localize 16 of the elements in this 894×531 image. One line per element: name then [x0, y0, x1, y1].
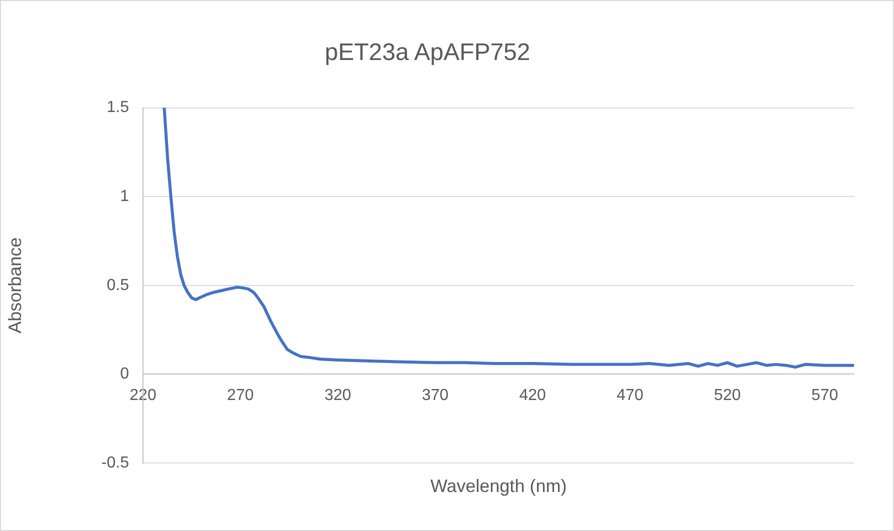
x-axis-title: Wavelength (nm): [430, 476, 567, 496]
y-axis-title: Absorbance: [4, 237, 25, 334]
x-tick-label: 320: [324, 387, 352, 404]
y-tick-label: 0.5: [106, 276, 130, 294]
y-tick-label: 0: [120, 366, 130, 383]
x-tick-label: 270: [227, 387, 254, 404]
x-tick-label: 370: [422, 387, 449, 404]
x-tick-label: 420: [519, 387, 546, 404]
y-tick-label: 1: [120, 188, 130, 206]
x-tick-label: 470: [616, 387, 644, 404]
chart-title: pET23a ApAFP752: [324, 39, 530, 66]
y-tick-label: 1.5: [106, 99, 130, 116]
x-tick-label: 520: [714, 387, 741, 404]
x-tick-label: 220: [130, 387, 156, 404]
x-tick-label: 570: [811, 387, 838, 404]
y-tick-label: -0.5: [101, 454, 130, 472]
